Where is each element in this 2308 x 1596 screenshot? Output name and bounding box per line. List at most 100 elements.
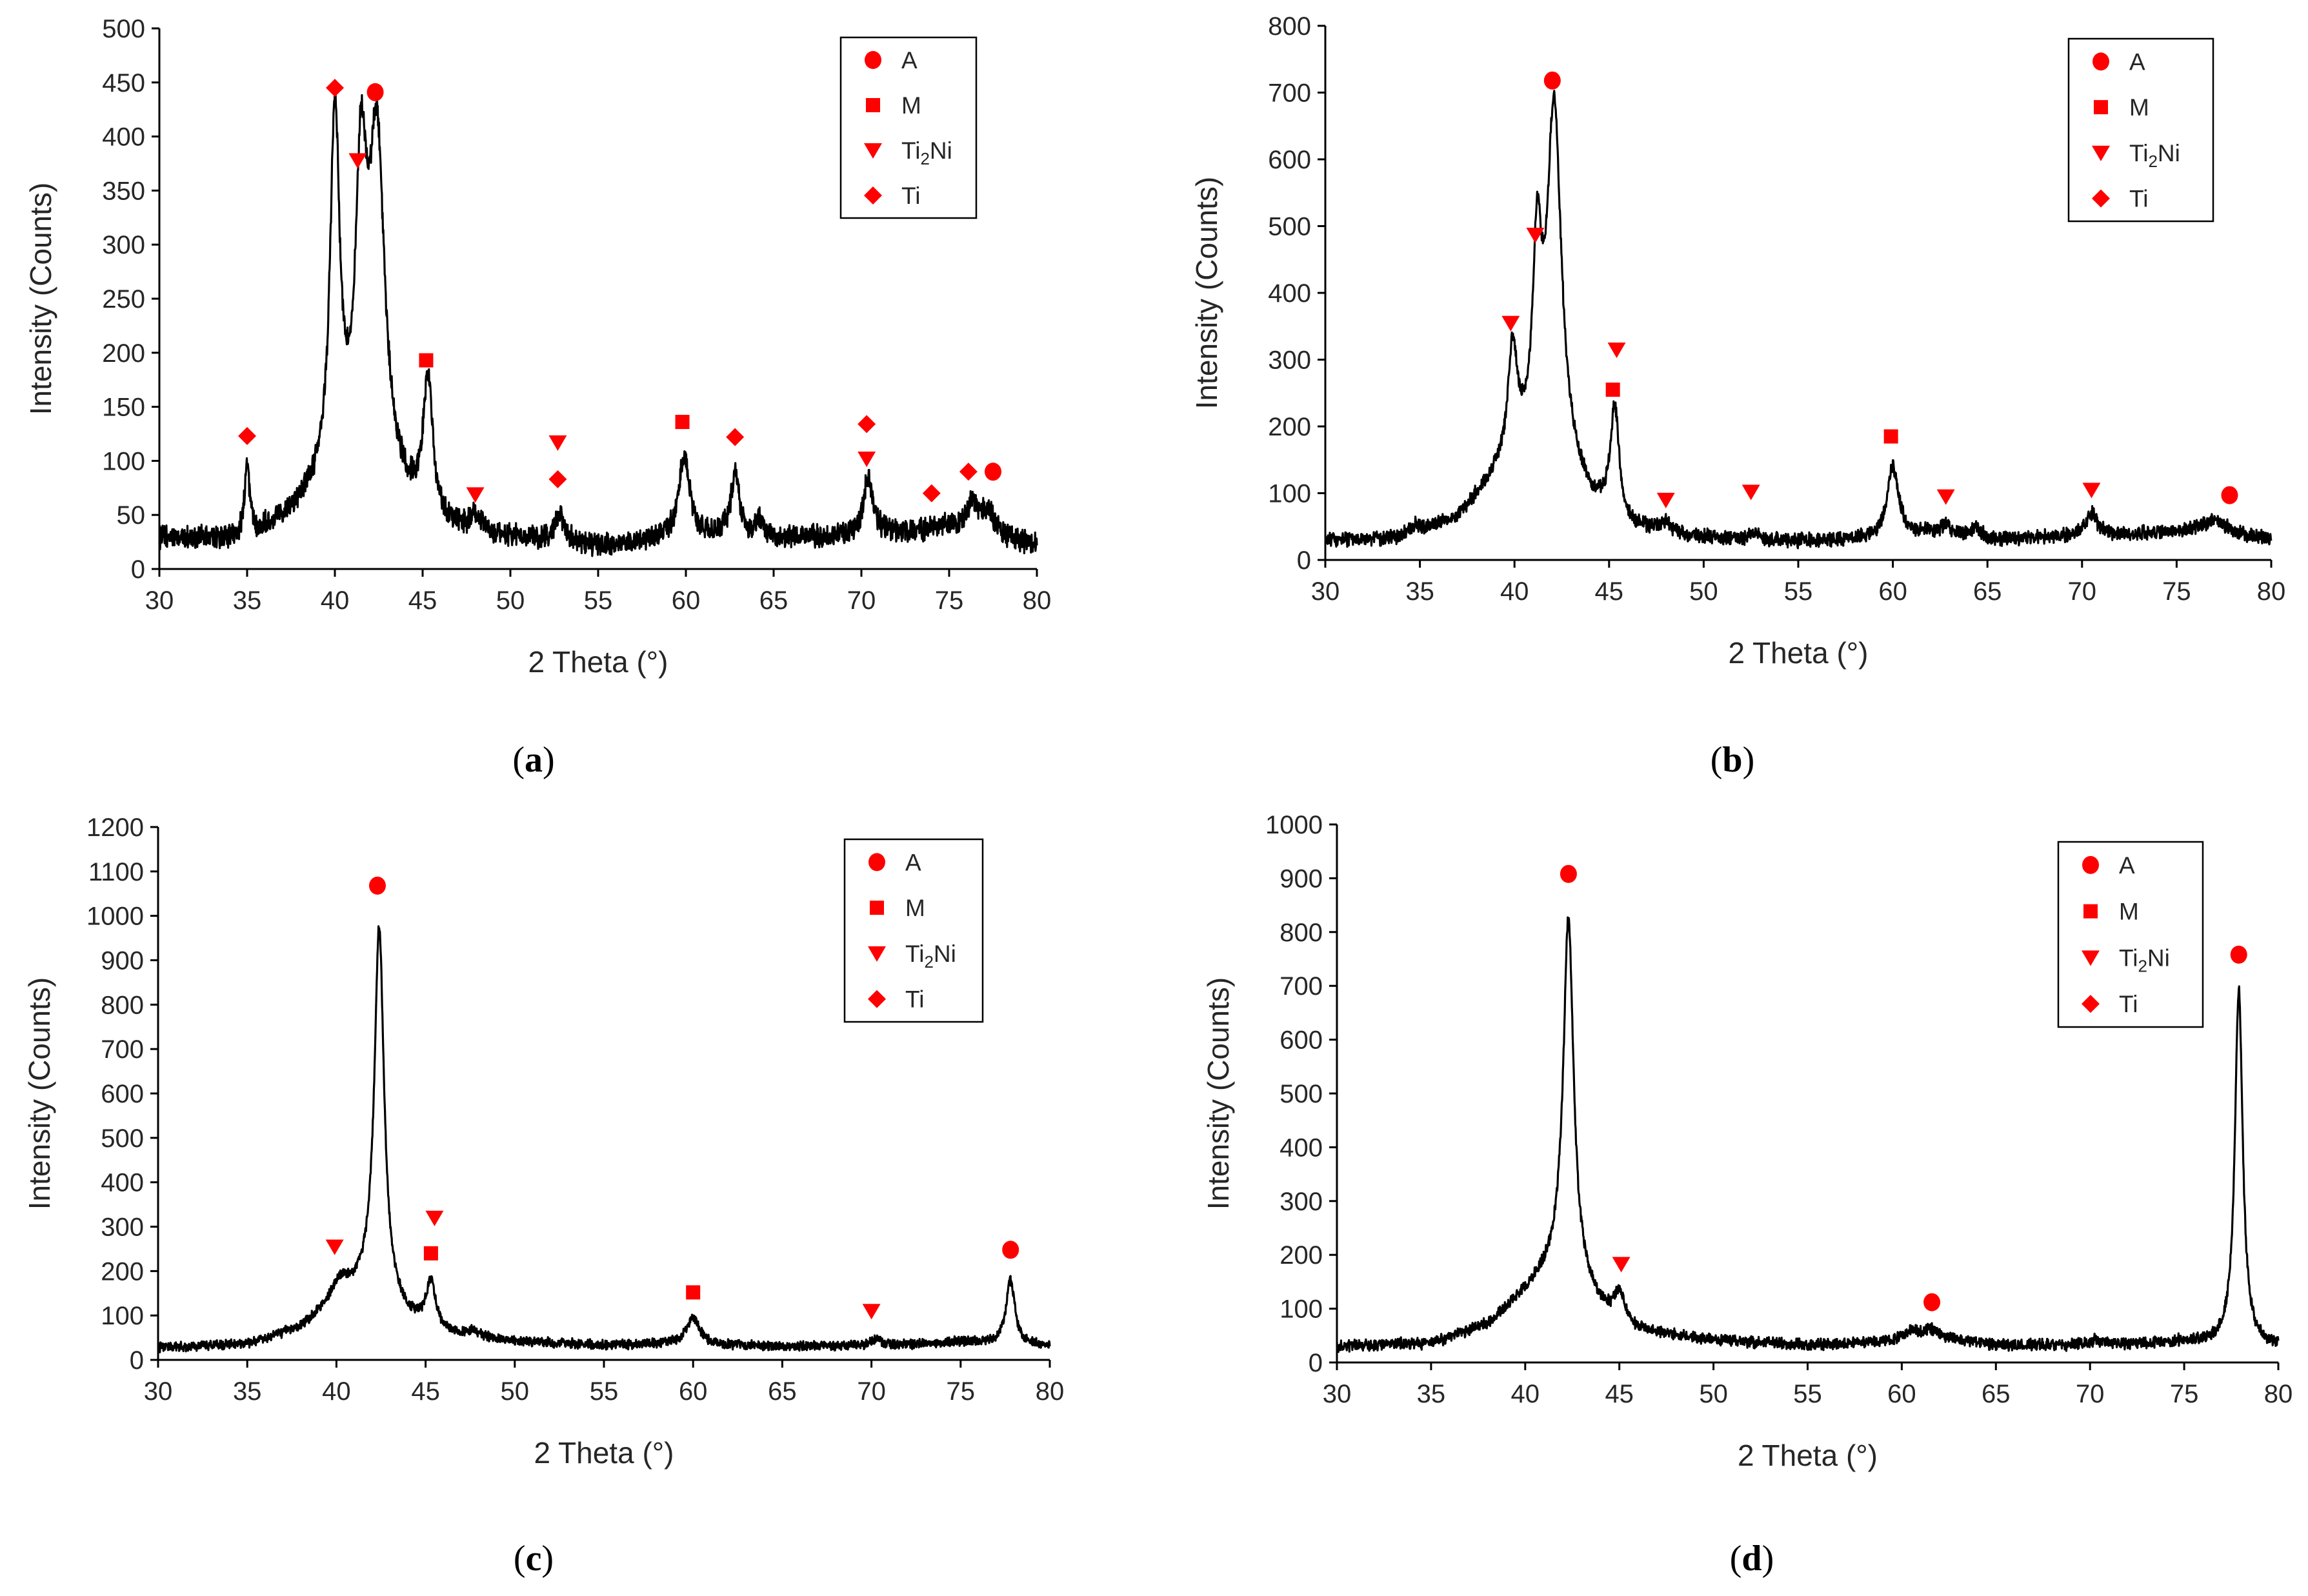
phase-marker-circle <box>985 463 1001 481</box>
legend-label-text: Ti <box>905 986 924 1013</box>
phase-marker-triangle <box>1607 342 1626 358</box>
x-tick-label: 60 <box>679 1377 708 1406</box>
y-tick-label: 800 <box>1279 919 1323 947</box>
y-axis-title: Intensity (Counts) <box>23 977 56 1210</box>
panel-label-close-paren: ) <box>1743 740 1755 780</box>
panel-label-open-paren: ( <box>514 1539 526 1579</box>
legend-label: Ti2Ni <box>905 941 956 972</box>
y-tick-label: 400 <box>1268 279 1311 308</box>
panel-label-close-paren: ) <box>543 740 555 780</box>
x-tick-label: 55 <box>1784 577 1813 606</box>
x-tick-label: 60 <box>1887 1380 1916 1408</box>
legend-triangle-icon <box>868 946 886 962</box>
legend-label-text: Ti <box>2119 991 2138 1017</box>
x-tick-label: 30 <box>1311 577 1340 606</box>
y-tick-label: 500 <box>1279 1080 1323 1108</box>
legend-square-icon <box>866 98 880 112</box>
y-tick-label: 400 <box>102 123 145 152</box>
x-tick-label: 50 <box>1699 1380 1728 1408</box>
x-tick-label: 40 <box>1511 1380 1540 1408</box>
x-axis-title: 2 Theta (°) <box>534 1436 674 1470</box>
legend-circle-icon <box>865 51 881 69</box>
y-tick-label: 1000 <box>1265 811 1323 839</box>
y-tick-label: 200 <box>1279 1241 1323 1270</box>
phase-marker-triangle <box>1612 1257 1631 1273</box>
panel-label-close-paren: ) <box>541 1539 554 1579</box>
x-tick-label: 80 <box>1023 586 1052 615</box>
legend-label: Ti <box>2129 186 2148 212</box>
chart-panel-c: 0 100 200 300 400 500 600 700 800 900 1000 1100 1200… <box>23 813 1064 1579</box>
y-tick-label: 450 <box>102 69 145 97</box>
legend-label-text: A <box>2119 852 2135 879</box>
legend-label-main: Ti <box>901 137 920 164</box>
legend-diamond-icon <box>868 990 886 1008</box>
legend-label-text: Ti <box>901 183 920 209</box>
x-tick-label: 55 <box>584 586 613 615</box>
y-tick-label: 800 <box>101 991 144 1019</box>
phase-marker-square <box>419 353 434 368</box>
panel-label-letter: c <box>526 1539 542 1579</box>
y-tick-label: 250 <box>102 285 145 314</box>
chart-panel-d: 0 100 200 300 400 500 600 700 800 900 1000 30 35 40 45… <box>1201 811 2293 1579</box>
y-axis-title: Intensity (Counts) <box>1201 977 1235 1210</box>
phase-marker-triangle <box>325 1239 344 1255</box>
panel-label-open-paren: ( <box>1711 740 1723 780</box>
legend-diamond-icon <box>2092 189 2110 208</box>
xrd-series-line <box>158 86 1038 557</box>
chart-panel-a: 0 50 100 150 200 250 300 350 400 450 500 30 35 40 45 50… <box>24 15 1051 780</box>
x-tick-label: 45 <box>1605 1380 1634 1408</box>
panel-label-close-paren: ) <box>1762 1539 1774 1579</box>
y-tick-label: 900 <box>1279 864 1323 893</box>
phase-marker-circle <box>1560 864 1577 883</box>
x-tick-label: 35 <box>233 1377 262 1406</box>
y-tick-label: 900 <box>101 947 144 975</box>
panel-label: (a) <box>512 740 554 780</box>
x-tick-label: 35 <box>1405 577 1434 606</box>
phase-marker-circle <box>2221 486 2238 504</box>
legend-label: A <box>2119 852 2135 879</box>
y-tick-label: 1200 <box>86 813 144 842</box>
x-tick-label: 50 <box>1689 577 1718 606</box>
legend-label: Ti <box>901 183 920 209</box>
x-tick-label: 80 <box>1036 1377 1065 1406</box>
y-tick-label: 0 <box>1309 1349 1323 1377</box>
legend-triangle-icon <box>864 143 882 159</box>
xrd-series-line <box>1336 916 2280 1353</box>
y-tick-label: 100 <box>101 1302 144 1330</box>
x-tick-label: 40 <box>322 1377 351 1406</box>
y-tick-label: 600 <box>1279 1026 1323 1055</box>
legend-circle-icon <box>868 853 885 872</box>
x-tick-label: 70 <box>2076 1380 2105 1408</box>
y-tick-label: 600 <box>1268 146 1311 174</box>
legend-square-icon <box>870 901 884 915</box>
legend-label: Ti2Ni <box>2119 944 2170 975</box>
panel-label-open-paren: ( <box>1730 1539 1742 1579</box>
legend-label: Ti2Ni <box>2129 140 2180 171</box>
phase-marker-triangle <box>348 153 367 169</box>
y-axis-title: Intensity (Counts) <box>1190 177 1223 409</box>
x-tick-label: 80 <box>2264 1380 2293 1408</box>
y-tick-label: 50 <box>117 501 146 530</box>
x-tick-label: 35 <box>233 586 262 615</box>
y-tick-label: 100 <box>1268 480 1311 508</box>
legend-label: Ti <box>2119 991 2138 1017</box>
phase-marker-diamond <box>326 79 344 97</box>
y-tick-label: 100 <box>102 447 145 475</box>
legend-label: M <box>905 895 925 921</box>
phase-marker-diamond <box>726 428 745 446</box>
legend-label-subscript: 2 <box>2148 152 2157 171</box>
x-tick-label: 45 <box>1595 577 1624 606</box>
y-tick-label: 300 <box>102 231 145 259</box>
legend-circle-icon <box>2082 855 2099 874</box>
y-tick-label: 500 <box>101 1124 144 1153</box>
legend-diamond-icon <box>2082 995 2100 1013</box>
phase-marker-circle <box>1543 71 1561 90</box>
phase-marker-triangle <box>1656 492 1675 508</box>
y-tick-label: 300 <box>1268 346 1311 375</box>
panel-label-letter: b <box>1722 740 1742 780</box>
xrd-series-line <box>1324 90 2273 550</box>
